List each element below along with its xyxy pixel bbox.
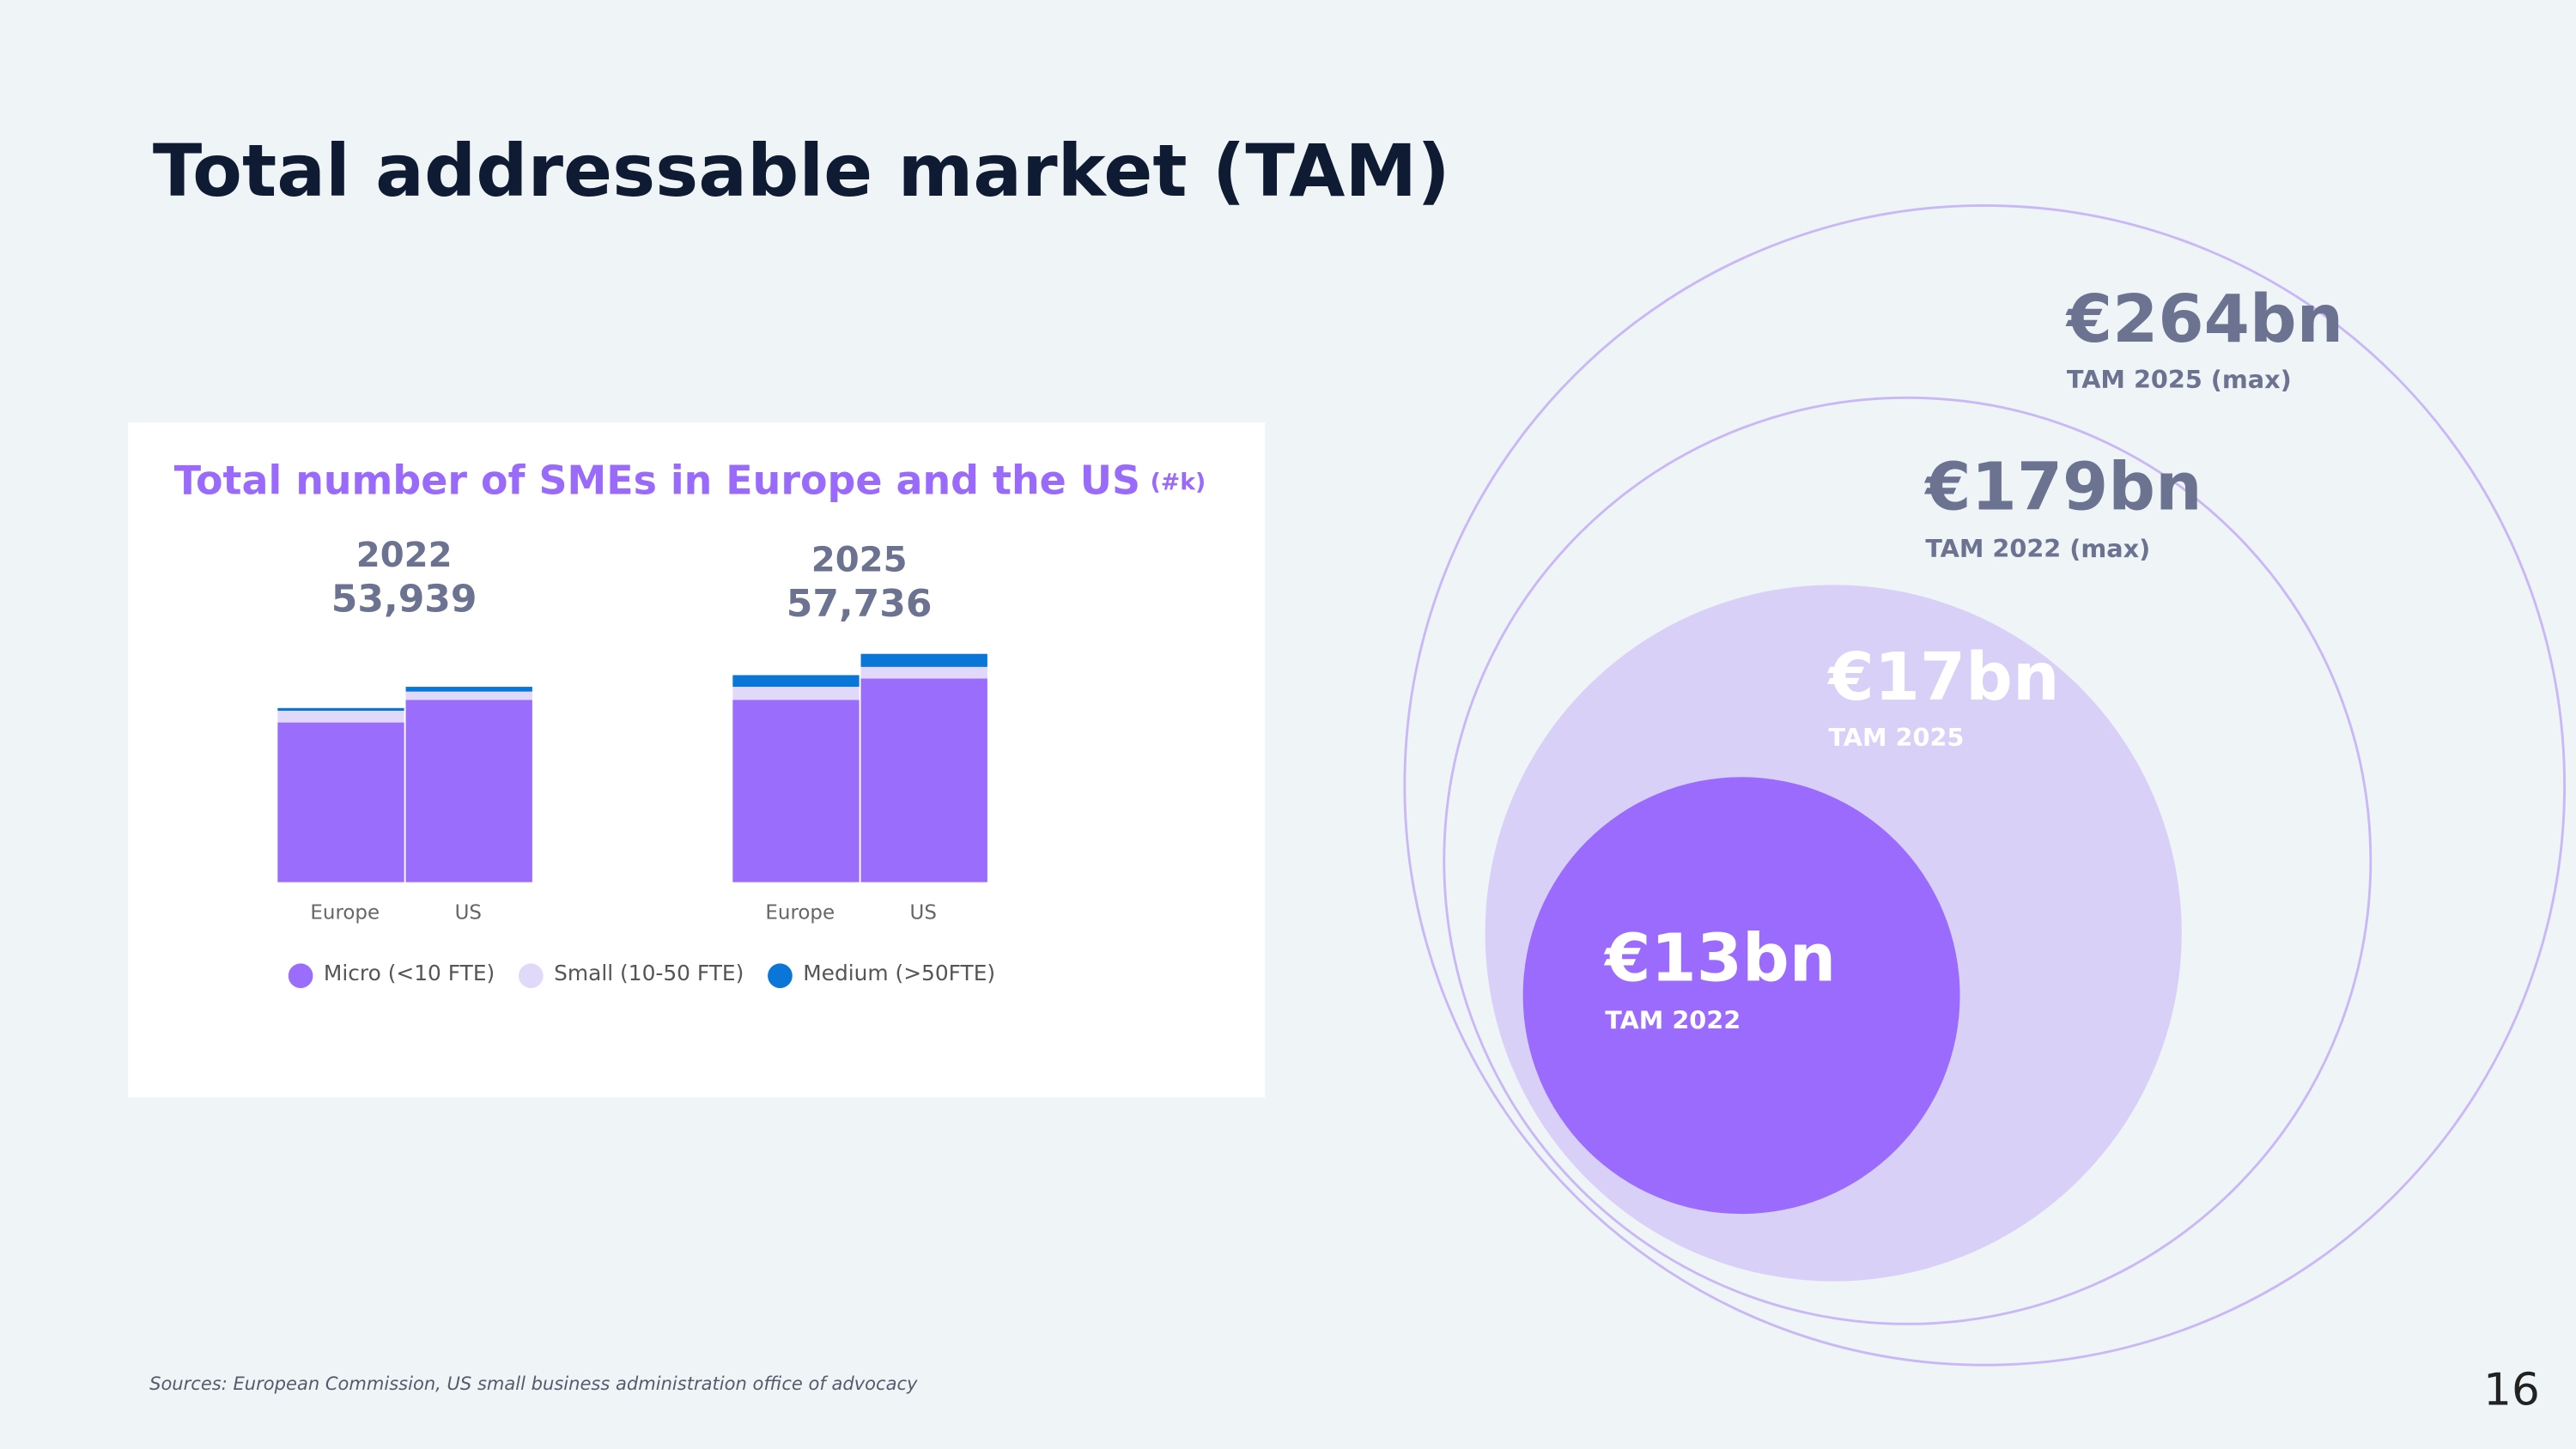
legend-marker — [518, 963, 544, 989]
bar-segment — [277, 711, 404, 723]
tam-circle — [1403, 203, 2567, 1367]
bar-segment — [277, 707, 404, 712]
x-tick-label: US — [910, 902, 937, 925]
legend-label: Small (10-50 FTE) — [554, 961, 744, 985]
legend-label: Medium (>50FTE) — [803, 961, 995, 985]
slide-title: Total addressable market (TAM) — [153, 129, 1450, 213]
x-tick-label: Europe — [310, 902, 380, 925]
chart-title-text: Total number of SMEs in Europe and the U… — [174, 457, 1140, 503]
bar-segment — [405, 691, 532, 700]
tam-label: TAM 2022 (max) — [1925, 534, 2150, 563]
bar-segment — [860, 666, 987, 679]
bar-segment — [277, 722, 404, 882]
chart-title: Total number of SMEs in Europe and the U… — [174, 457, 1206, 503]
x-tick-label: Europe — [765, 902, 835, 925]
group-label: 2025 — [811, 541, 908, 580]
bar-segment — [860, 678, 987, 882]
legend-label: Micro (<10 FTE) — [324, 961, 495, 985]
bar-segment — [405, 700, 532, 882]
bar-segment — [732, 700, 860, 882]
tam-label: TAM 2025 (max) — [2067, 365, 2292, 394]
group-total: 57,736 — [787, 582, 933, 626]
tam-label: TAM 2022 — [1605, 1005, 1741, 1034]
source-note: Sources: European Commission, US small b… — [149, 1373, 918, 1394]
page-number: 16 — [2483, 1365, 2540, 1416]
bar-segment — [405, 687, 532, 692]
tam-value: €179bn — [1923, 449, 2202, 525]
legend-marker — [288, 963, 313, 989]
legend-marker — [768, 963, 793, 989]
tam-label: TAM 2025 — [1828, 723, 1964, 752]
bar-segment — [860, 653, 987, 667]
tam-value: €13bn — [1603, 920, 1836, 997]
chart-subtitle: (#k) — [1151, 469, 1206, 495]
x-tick-label: US — [455, 902, 482, 925]
bar-segment — [732, 687, 860, 700]
tam-value: €264bn — [2065, 282, 2343, 358]
tam-circle — [1522, 777, 1960, 1215]
tam-circle — [1443, 396, 2372, 1325]
bar-segment — [732, 675, 860, 688]
tam-value: €17bn — [1826, 640, 2059, 716]
group-total: 53,939 — [331, 578, 477, 621]
group-label: 2022 — [356, 536, 453, 575]
